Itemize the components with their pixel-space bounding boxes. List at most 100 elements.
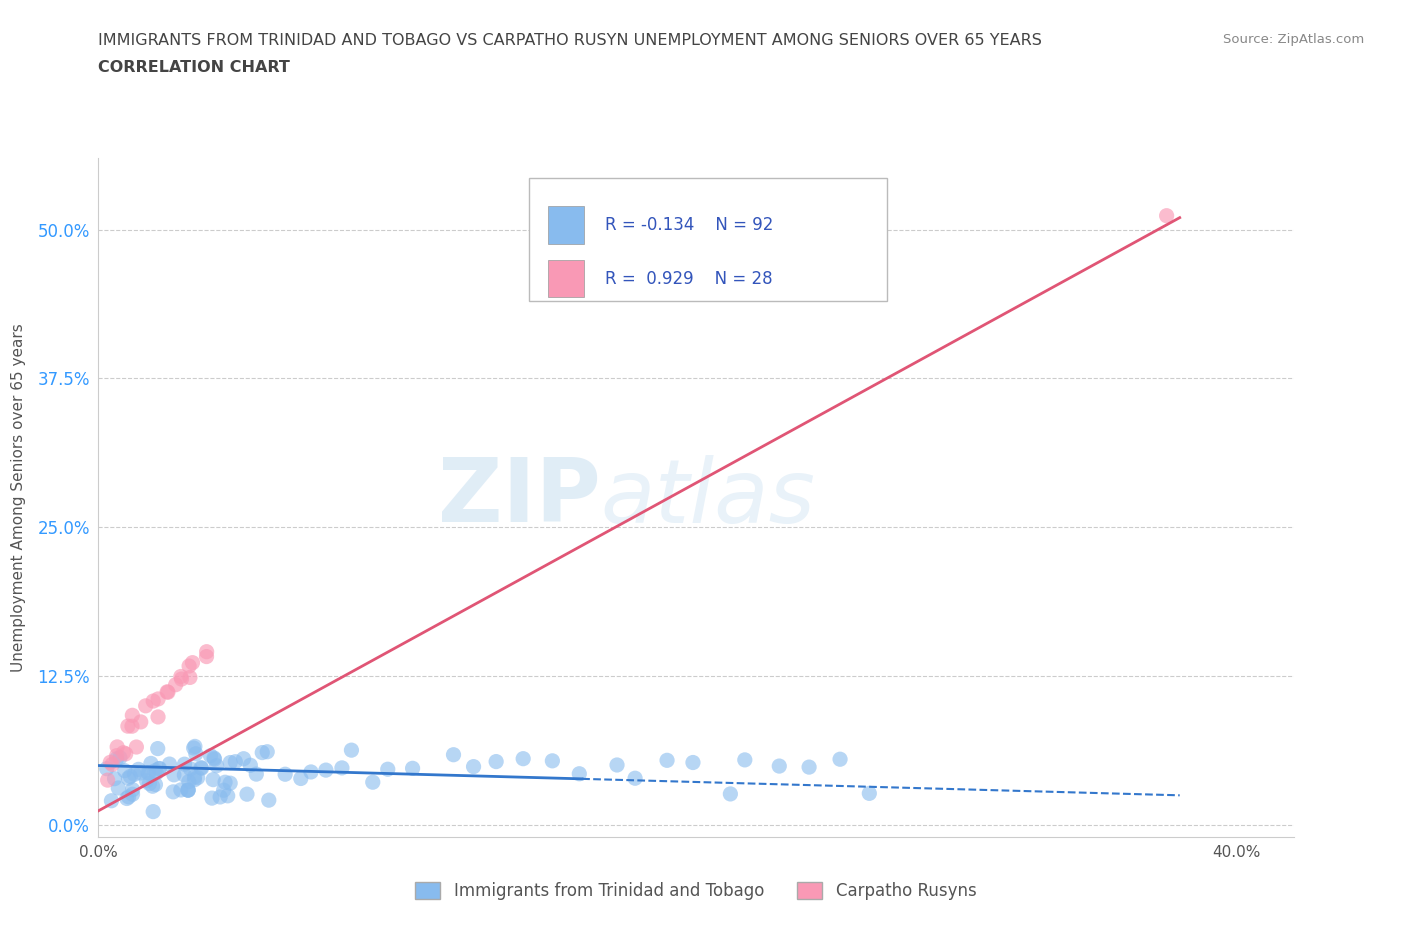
Point (245, 766, 267, 781)
Point (145, 765, 167, 780)
Point (138, 765, 160, 780)
Point (108, 751, 131, 765)
Point (214, 775, 236, 790)
Point (512, 751, 534, 766)
Point (377, 762, 399, 777)
Point (195, 644, 218, 659)
Point (315, 763, 337, 777)
Point (190, 761, 212, 776)
Point (129, 714, 152, 729)
Point (125, 739, 148, 754)
Point (256, 744, 278, 759)
Point (177, 658, 200, 673)
Point (463, 759, 485, 774)
Point (170, 782, 193, 797)
Point (170, 669, 193, 684)
Point (138, 776, 160, 790)
Point (100, 793, 122, 808)
Point (183, 740, 205, 755)
Point (146, 710, 169, 724)
Point (156, 684, 179, 699)
Point (177, 783, 200, 798)
Point (184, 739, 207, 754)
Point (114, 747, 136, 762)
Point (97, 773, 120, 788)
Point (145, 777, 167, 792)
Point (183, 772, 205, 787)
Point (177, 782, 200, 797)
Point (252, 745, 274, 760)
Point (361, 775, 384, 790)
Point (217, 789, 239, 804)
Point (541, 753, 564, 768)
Point (142, 778, 165, 793)
Point (624, 771, 647, 786)
Point (121, 719, 143, 734)
Point (209, 790, 232, 804)
Point (299, 764, 322, 779)
Point (101, 757, 124, 772)
Point (117, 719, 139, 734)
Text: R =  0.929    N = 28: R = 0.929 N = 28 (605, 270, 773, 287)
Text: ZIP: ZIP (437, 454, 600, 541)
Point (163, 767, 186, 782)
Point (135, 774, 157, 789)
Point (232, 751, 254, 766)
Y-axis label: Unemployment Among Seniors over 65 years: Unemployment Among Seniors over 65 years (11, 324, 27, 671)
Point (156, 684, 179, 699)
Point (177, 774, 200, 789)
Point (117, 771, 139, 786)
Point (173, 757, 195, 772)
Point (797, 760, 820, 775)
Text: Source: ZipAtlas.com: Source: ZipAtlas.com (1223, 33, 1364, 46)
Point (195, 649, 218, 664)
Point (184, 746, 207, 761)
Point (105, 749, 128, 764)
Point (177, 783, 200, 798)
Point (179, 670, 201, 684)
Point (204, 751, 226, 766)
Point (142, 804, 165, 819)
Point (858, 786, 880, 801)
Point (183, 769, 205, 784)
Point (828, 751, 851, 766)
Point (257, 792, 280, 807)
Point (142, 694, 165, 709)
Point (170, 671, 193, 686)
Point (718, 787, 741, 802)
Point (105, 739, 128, 754)
FancyBboxPatch shape (548, 260, 583, 298)
Point (274, 767, 297, 782)
Point (139, 756, 162, 771)
Point (173, 767, 195, 782)
Point (103, 771, 125, 786)
Point (135, 698, 157, 713)
Text: atlas: atlas (600, 455, 815, 540)
Point (401, 761, 423, 776)
Point (148, 762, 170, 777)
Point (768, 759, 790, 774)
Point (121, 708, 143, 723)
Point (96, 762, 118, 777)
Point (98, 755, 121, 770)
Point (485, 754, 508, 769)
Point (340, 743, 363, 758)
Text: CORRELATION CHART: CORRELATION CHART (98, 60, 290, 75)
Point (159, 757, 181, 772)
Point (187, 770, 209, 785)
Point (202, 772, 225, 787)
Point (127, 762, 149, 777)
Point (162, 784, 184, 799)
FancyBboxPatch shape (529, 179, 887, 300)
Point (224, 754, 246, 769)
Point (212, 783, 235, 798)
Point (205, 758, 228, 773)
Point (179, 762, 201, 777)
Point (330, 761, 353, 776)
Point (236, 787, 259, 802)
Text: R = -0.134    N = 92: R = -0.134 N = 92 (605, 216, 773, 234)
Point (114, 764, 136, 778)
FancyBboxPatch shape (548, 206, 583, 244)
Point (143, 764, 166, 778)
Point (239, 758, 262, 773)
